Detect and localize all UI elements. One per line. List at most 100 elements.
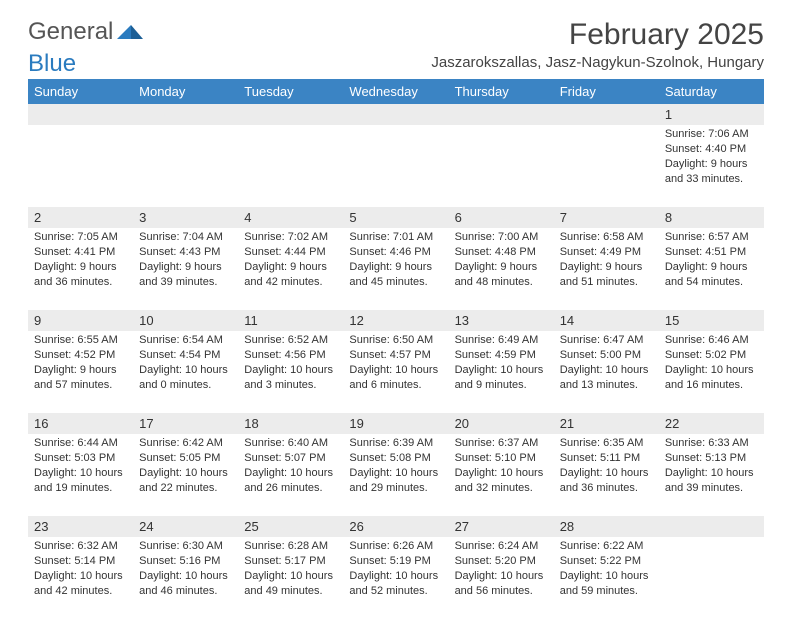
day-sunrise: Sunrise: 6:49 AM xyxy=(455,333,548,348)
calendar-cell: Sunrise: 6:50 AMSunset: 4:57 PMDaylight:… xyxy=(343,331,448,413)
day-daylight1: Daylight: 10 hours xyxy=(455,363,548,378)
calendar-row: Sunrise: 7:05 AMSunset: 4:41 PMDaylight:… xyxy=(28,228,764,310)
day-daylight1: Daylight: 10 hours xyxy=(349,569,442,584)
day-daylight1: Daylight: 10 hours xyxy=(455,569,548,584)
day-number: 18 xyxy=(238,413,343,434)
day-sunrise: Sunrise: 6:55 AM xyxy=(34,333,127,348)
logo-mark-icon xyxy=(117,21,143,46)
day-number: 8 xyxy=(659,207,764,228)
calendar-header-row: Sunday Monday Tuesday Wednesday Thursday… xyxy=(28,79,764,104)
day-number: 7 xyxy=(554,207,659,228)
calendar-cell: Sunrise: 7:04 AMSunset: 4:43 PMDaylight:… xyxy=(133,228,238,310)
day-number: 4 xyxy=(238,207,343,228)
day-sunset: Sunset: 5:20 PM xyxy=(455,554,548,569)
calendar-cell: Sunrise: 6:32 AMSunset: 5:14 PMDaylight:… xyxy=(28,537,133,619)
day-sunset: Sunset: 5:07 PM xyxy=(244,451,337,466)
day-sunset: Sunset: 4:56 PM xyxy=(244,348,337,363)
day-daylight2: and 46 minutes. xyxy=(139,584,232,599)
calendar-cell: Sunrise: 6:54 AMSunset: 4:54 PMDaylight:… xyxy=(133,331,238,413)
calendar-cell: Sunrise: 6:22 AMSunset: 5:22 PMDaylight:… xyxy=(554,537,659,619)
day-number: 9 xyxy=(28,310,133,331)
day-daylight2: and 16 minutes. xyxy=(665,378,758,393)
day-daylight1: Daylight: 9 hours xyxy=(244,260,337,275)
day-sunrise: Sunrise: 6:58 AM xyxy=(560,230,653,245)
calendar-cell: Sunrise: 6:58 AMSunset: 4:49 PMDaylight:… xyxy=(554,228,659,310)
day-sunset: Sunset: 4:54 PM xyxy=(139,348,232,363)
calendar-cell: Sunrise: 6:24 AMSunset: 5:20 PMDaylight:… xyxy=(449,537,554,619)
day-daylight2: and 59 minutes. xyxy=(560,584,653,599)
daynum-band: 2345678 xyxy=(28,207,764,228)
day-daylight1: Daylight: 9 hours xyxy=(665,260,758,275)
day-sunrise: Sunrise: 7:06 AM xyxy=(665,127,758,142)
day-sunset: Sunset: 4:48 PM xyxy=(455,245,548,260)
day-sunset: Sunset: 5:10 PM xyxy=(455,451,548,466)
day-sunrise: Sunrise: 6:26 AM xyxy=(349,539,442,554)
day-header: Friday xyxy=(554,79,659,104)
day-daylight1: Daylight: 10 hours xyxy=(560,466,653,481)
day-details: Sunrise: 6:30 AMSunset: 5:16 PMDaylight:… xyxy=(137,537,234,598)
day-details: Sunrise: 6:26 AMSunset: 5:19 PMDaylight:… xyxy=(347,537,444,598)
calendar-cell xyxy=(133,125,238,207)
calendar-cell: Sunrise: 7:02 AMSunset: 4:44 PMDaylight:… xyxy=(238,228,343,310)
day-daylight1: Daylight: 10 hours xyxy=(560,363,653,378)
day-details: Sunrise: 6:52 AMSunset: 4:56 PMDaylight:… xyxy=(242,331,339,392)
logo-text-blue: Blue xyxy=(28,50,76,77)
calendar-cell xyxy=(659,537,764,619)
day-daylight2: and 33 minutes. xyxy=(665,172,758,187)
day-sunset: Sunset: 5:08 PM xyxy=(349,451,442,466)
calendar-cell: Sunrise: 6:28 AMSunset: 5:17 PMDaylight:… xyxy=(238,537,343,619)
day-sunrise: Sunrise: 6:50 AM xyxy=(349,333,442,348)
day-number: 5 xyxy=(343,207,448,228)
day-sunrise: Sunrise: 6:46 AM xyxy=(665,333,758,348)
header: General February 2025 Jaszarokszallas, J… xyxy=(28,18,764,71)
calendar-week: 16171819202122Sunrise: 6:44 AMSunset: 5:… xyxy=(28,413,764,516)
calendar-row: Sunrise: 6:32 AMSunset: 5:14 PMDaylight:… xyxy=(28,537,764,619)
day-sunrise: Sunrise: 6:52 AM xyxy=(244,333,337,348)
day-daylight2: and 57 minutes. xyxy=(34,378,127,393)
day-sunrise: Sunrise: 6:39 AM xyxy=(349,436,442,451)
calendar-cell: Sunrise: 6:33 AMSunset: 5:13 PMDaylight:… xyxy=(659,434,764,516)
day-daylight2: and 32 minutes. xyxy=(455,481,548,496)
day-daylight2: and 36 minutes. xyxy=(34,275,127,290)
day-sunrise: Sunrise: 7:02 AM xyxy=(244,230,337,245)
calendar-cell: Sunrise: 6:39 AMSunset: 5:08 PMDaylight:… xyxy=(343,434,448,516)
day-sunrise: Sunrise: 6:30 AM xyxy=(139,539,232,554)
day-sunrise: Sunrise: 6:37 AM xyxy=(455,436,548,451)
day-details: Sunrise: 7:01 AMSunset: 4:46 PMDaylight:… xyxy=(347,228,444,289)
day-sunset: Sunset: 5:22 PM xyxy=(560,554,653,569)
day-daylight1: Daylight: 9 hours xyxy=(560,260,653,275)
day-sunrise: Sunrise: 6:24 AM xyxy=(455,539,548,554)
day-sunrise: Sunrise: 6:32 AM xyxy=(34,539,127,554)
day-header: Monday xyxy=(133,79,238,104)
day-details: Sunrise: 6:24 AMSunset: 5:20 PMDaylight:… xyxy=(453,537,550,598)
day-sunrise: Sunrise: 7:05 AM xyxy=(34,230,127,245)
day-number: 6 xyxy=(449,207,554,228)
day-daylight2: and 13 minutes. xyxy=(560,378,653,393)
calendar-week: 9101112131415Sunrise: 6:55 AMSunset: 4:5… xyxy=(28,310,764,413)
day-daylight1: Daylight: 10 hours xyxy=(244,363,337,378)
day-number xyxy=(28,104,133,125)
day-number: 19 xyxy=(343,413,448,434)
day-sunrise: Sunrise: 7:04 AM xyxy=(139,230,232,245)
calendar-cell: Sunrise: 6:35 AMSunset: 5:11 PMDaylight:… xyxy=(554,434,659,516)
calendar-body: 1Sunrise: 7:06 AMSunset: 4:40 PMDaylight… xyxy=(28,104,764,619)
day-sunset: Sunset: 5:13 PM xyxy=(665,451,758,466)
day-number: 15 xyxy=(659,310,764,331)
calendar-cell: Sunrise: 6:52 AMSunset: 4:56 PMDaylight:… xyxy=(238,331,343,413)
day-daylight2: and 19 minutes. xyxy=(34,481,127,496)
day-sunrise: Sunrise: 6:40 AM xyxy=(244,436,337,451)
day-sunset: Sunset: 5:02 PM xyxy=(665,348,758,363)
day-number: 28 xyxy=(554,516,659,537)
day-number: 23 xyxy=(28,516,133,537)
day-daylight2: and 36 minutes. xyxy=(560,481,653,496)
calendar-cell: Sunrise: 6:57 AMSunset: 4:51 PMDaylight:… xyxy=(659,228,764,310)
day-number: 17 xyxy=(133,413,238,434)
day-details: Sunrise: 7:04 AMSunset: 4:43 PMDaylight:… xyxy=(137,228,234,289)
calendar-row: Sunrise: 7:06 AMSunset: 4:40 PMDaylight:… xyxy=(28,125,764,207)
day-daylight1: Daylight: 9 hours xyxy=(455,260,548,275)
day-number: 14 xyxy=(554,310,659,331)
day-daylight1: Daylight: 10 hours xyxy=(244,466,337,481)
day-daylight1: Daylight: 9 hours xyxy=(665,157,758,172)
day-daylight2: and 3 minutes. xyxy=(244,378,337,393)
day-number: 2 xyxy=(28,207,133,228)
